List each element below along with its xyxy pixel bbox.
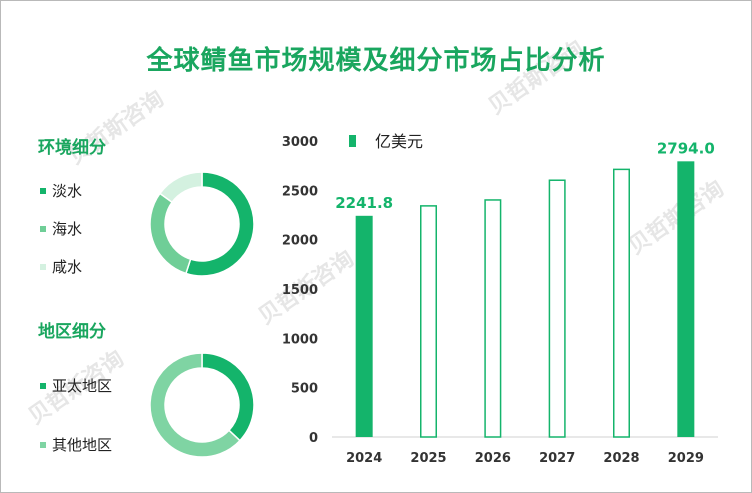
legend-label: 淡水 xyxy=(52,182,83,200)
bar-2025 xyxy=(420,205,437,438)
x-tick-label: 2025 xyxy=(410,451,446,466)
legend-item-asia-pacific: 亚太地区 xyxy=(40,375,112,396)
region-donut-slice-1 xyxy=(149,352,241,458)
legend-label: 亚太地区 xyxy=(52,377,113,395)
x-tick-label: 2028 xyxy=(603,451,639,466)
environment-section-title: 环境细分 xyxy=(38,138,106,158)
environment-donut-slice-2 xyxy=(158,171,203,204)
legend-swatch-brackish xyxy=(40,263,46,270)
x-tick-label: 2029 xyxy=(668,451,704,466)
x-tick-label: 2027 xyxy=(539,451,575,466)
bar-2029 xyxy=(677,161,695,438)
environment-donut-slice-1 xyxy=(149,192,192,275)
y-tick-label: 2000 xyxy=(282,234,318,249)
y-tick-label: 500 xyxy=(291,382,318,397)
legend-swatch-asia-pacific xyxy=(40,382,46,389)
y-tick-label: 2500 xyxy=(282,184,318,199)
y-tick-label: 1000 xyxy=(282,332,318,347)
y-tick-label: 1500 xyxy=(282,283,318,298)
legend-swatch-freshwater xyxy=(40,187,46,194)
legend-item-other-regions: 其他地区 xyxy=(40,434,112,455)
legend-label: 亿美元 xyxy=(375,132,423,151)
legend-item-freshwater: 淡水 xyxy=(40,180,82,201)
legend-swatch xyxy=(349,135,356,147)
bar-2024 xyxy=(355,215,373,437)
legend-label: 咸水 xyxy=(52,258,83,276)
bar-2026 xyxy=(484,199,502,438)
page-title: 全球鲭鱼市场规模及细分市场占比分析 xyxy=(146,46,606,76)
region-donut-slice-0 xyxy=(201,352,255,442)
bar-2027 xyxy=(548,179,566,438)
legend-swatch-other-regions xyxy=(40,441,46,448)
data-label-2029: 2794.0 xyxy=(657,139,715,157)
legend-item-brackish: 咸水 xyxy=(40,256,82,277)
legend-label: 海水 xyxy=(52,220,83,238)
legend-item-seawater: 海水 xyxy=(40,218,82,239)
x-tick-label: 2026 xyxy=(475,451,511,466)
data-label-2024: 2241.8 xyxy=(335,194,393,212)
legend-label: 其他地区 xyxy=(52,436,113,454)
legend-swatch-seawater xyxy=(40,225,46,232)
region-section-title: 地区细分 xyxy=(38,322,106,342)
y-tick-label: 3000 xyxy=(282,135,318,150)
bar-2028 xyxy=(613,168,630,438)
y-tick-label: 0 xyxy=(309,431,318,446)
x-tick-label: 2024 xyxy=(346,451,382,466)
